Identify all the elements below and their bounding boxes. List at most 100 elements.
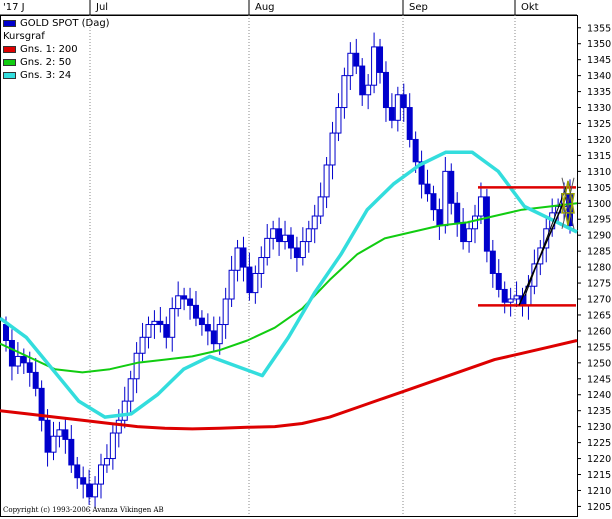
y-tick-label-16: 1285 — [587, 247, 611, 258]
y-tick-label-8: 1245 — [587, 374, 611, 385]
y-tick-label-14: 1275 — [587, 279, 611, 290]
y-tick-label-6: 1235 — [587, 406, 611, 417]
up-arrow-marker — [561, 180, 575, 214]
y-tick-label-22: 1315 — [587, 151, 611, 162]
candle-body-4 — [26, 362, 33, 373]
x-tick-label-0: '17 J — [3, 2, 25, 13]
y-tick-label-7: 1240 — [587, 390, 611, 401]
trend-line-lower — [518, 196, 567, 306]
candle-body-73 — [436, 209, 443, 227]
ma-24-line — [0, 150, 578, 419]
candle-body-78 — [466, 228, 473, 243]
candle-body-28 — [169, 308, 176, 338]
candle-body-20 — [121, 400, 128, 421]
x-tick-label-2: Aug — [255, 2, 275, 13]
ma3-swatch — [3, 72, 16, 79]
candle-body-38 — [228, 269, 235, 300]
trend-line-upper — [524, 187, 567, 296]
candle-body-15 — [92, 483, 99, 498]
y-tick-label-10: 1255 — [587, 342, 611, 353]
candle-body-7 — [44, 419, 51, 453]
y-tick-label-21: 1310 — [587, 167, 611, 178]
candle-body-56 — [335, 107, 342, 134]
candle-body-66 — [394, 94, 401, 121]
candle-body-31 — [187, 298, 194, 306]
legend-ma2-label: Gns. 2: 50 — [20, 57, 72, 68]
candle-body-46 — [276, 228, 283, 243]
copyright-text: Copyright (c) 1993-2006 Avanza Vikingen … — [3, 506, 164, 514]
x-tick-label-1: Jul — [95, 2, 108, 13]
y-tick-label-20: 1305 — [587, 183, 611, 194]
legend-chart-kind: Kursgraf — [3, 30, 110, 43]
candle-body-18 — [109, 432, 116, 460]
legend-ma3-label: Gns. 3: 24 — [20, 70, 72, 81]
candle-body-32 — [192, 304, 199, 319]
candle-body-62 — [371, 46, 378, 86]
candle-body-35 — [210, 330, 217, 345]
candle-body-29 — [175, 295, 182, 310]
ma2-swatch — [3, 59, 16, 66]
y-tick-label-15: 1280 — [587, 263, 611, 274]
y-tick-label-23: 1320 — [587, 135, 611, 146]
y-tick-label-5: 1230 — [587, 422, 611, 433]
candle-body-6 — [38, 387, 45, 421]
instrument-swatch — [3, 20, 16, 27]
candle-body-24 — [145, 324, 152, 338]
y-tick-label-30: 1355 — [587, 23, 611, 34]
y-tick-label-11: 1260 — [587, 326, 611, 337]
candle-body-44 — [264, 237, 271, 259]
candle-body-17 — [103, 458, 110, 466]
candle-body-81 — [483, 196, 490, 252]
candle-body-40 — [240, 247, 247, 268]
candle-body-16 — [97, 464, 104, 485]
candle-body-19 — [115, 419, 122, 434]
y-tick-label-25: 1330 — [587, 103, 611, 114]
candle-body-74 — [442, 170, 449, 227]
candle-body-41 — [246, 266, 253, 294]
candle-body-5 — [32, 371, 39, 389]
candle-body-60 — [359, 65, 366, 96]
candle-body-51 — [305, 228, 312, 243]
candle-body-30 — [181, 295, 188, 300]
candle-body-83 — [495, 272, 502, 290]
candle-body-72 — [430, 193, 437, 211]
candle-body-25 — [151, 320, 158, 326]
candle-body-23 — [139, 336, 146, 354]
candle-body-0 — [3, 324, 9, 341]
candle-body-45 — [270, 228, 277, 239]
candle-body-48 — [287, 234, 294, 249]
y-tick-label-13: 1270 — [587, 295, 611, 306]
y-tick-label-1: 1210 — [587, 486, 611, 497]
candle-body-63 — [377, 46, 384, 73]
legend-ma2: Gns. 2: 50 — [3, 56, 110, 69]
candle-body-2 — [14, 355, 21, 367]
candle-body-55 — [329, 132, 336, 166]
candle-body-64 — [382, 71, 389, 109]
candle-body-27 — [163, 324, 170, 338]
candle-body-54 — [323, 164, 330, 198]
y-tick-label-19: 1300 — [587, 199, 611, 210]
chart-legend: GOLD SPOT (Dag) Kursgraf Gns. 1: 200 Gns… — [3, 17, 110, 82]
candle-body-8 — [50, 435, 57, 453]
candle-body-52 — [311, 215, 318, 230]
candle-body-49 — [293, 247, 300, 259]
candle-body-12 — [74, 464, 81, 479]
candle-body-47 — [282, 234, 289, 243]
candle-body-84 — [501, 288, 508, 303]
candle-body-10 — [62, 429, 69, 440]
candle-body-22 — [133, 352, 140, 380]
candle-body-34 — [204, 324, 211, 332]
candle-body-42 — [252, 272, 259, 294]
y-tick-label-3: 1220 — [587, 454, 611, 465]
legend-instrument-label: GOLD SPOT (Dag) — [20, 18, 110, 29]
candle-body-70 — [418, 161, 425, 185]
candle-body-50 — [299, 241, 306, 259]
candle-body-75 — [448, 170, 455, 204]
candle-body-39 — [234, 247, 241, 271]
candle-body-36 — [216, 324, 223, 345]
candle-body-80 — [477, 196, 484, 217]
candle-body-65 — [388, 107, 395, 121]
ma-50-line — [0, 202, 578, 374]
